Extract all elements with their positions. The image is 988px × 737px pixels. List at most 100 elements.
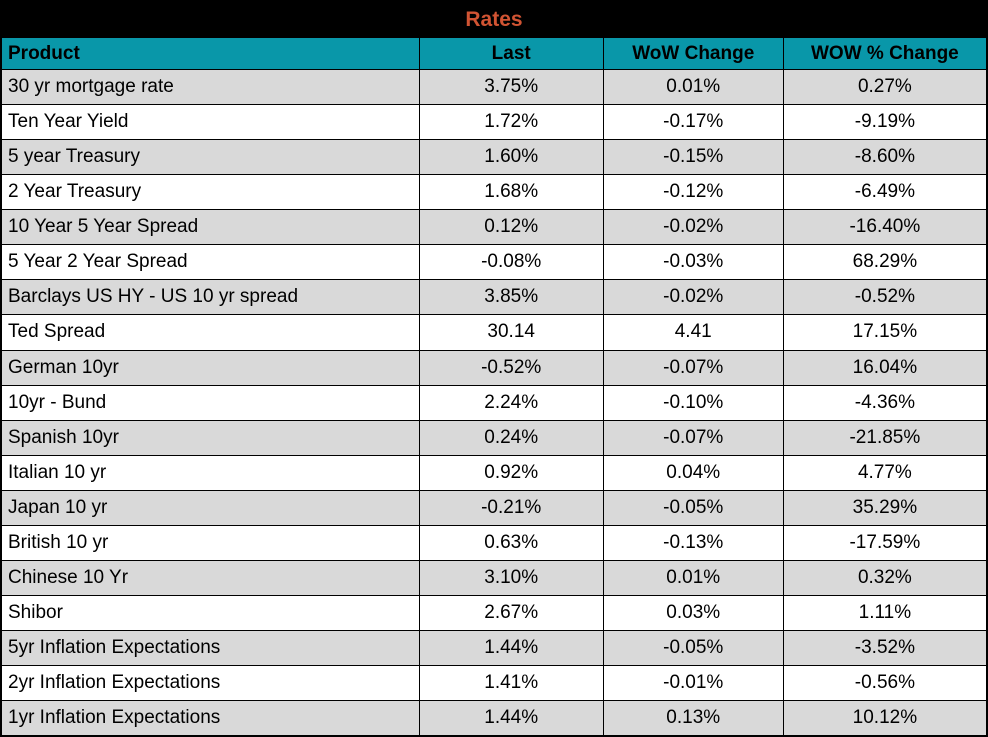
cell-wow-pct-change: -21.85%	[782, 419, 986, 456]
table-row: Barclays US HY - US 10 yr spread 3.85% -0.…	[2, 279, 986, 316]
cell-wow-change: -0.01%	[602, 665, 784, 702]
cell-last: 30.14	[418, 314, 604, 351]
cell-last: 1.72%	[418, 104, 604, 141]
cell-wow-change: -0.02%	[602, 209, 784, 246]
cell-last: 2.67%	[418, 594, 604, 632]
cell-wow-change: -0.10%	[602, 384, 784, 421]
cell-wow-pct-change: -0.52%	[782, 279, 986, 316]
cell-wow-change: -0.05%	[602, 489, 784, 526]
cell-last: 3.85%	[418, 279, 604, 316]
cell-wow-pct-change: -16.40%	[782, 209, 986, 246]
cell-wow-change: 0.03%	[602, 594, 784, 632]
cell-product: Spanish 10yr	[2, 419, 420, 456]
cell-last: 0.63%	[418, 524, 604, 561]
table-row: 2 Year Treasury 1.68% -0.12% -6.49%	[2, 174, 986, 211]
cell-wow-change: -0.02%	[602, 279, 784, 316]
cell-wow-pct-change: 17.15%	[782, 314, 986, 351]
table-title-bar: Rates	[2, 2, 986, 38]
cell-last: 1.60%	[418, 139, 604, 176]
table-row: Spanish 10yr 0.24% -0.07% -21.85%	[2, 419, 986, 456]
cell-wow-pct-change: 0.27%	[782, 68, 986, 106]
cell-product: Chinese 10 Yr	[2, 559, 420, 596]
cell-wow-change: 0.01%	[602, 68, 784, 106]
cell-wow-change: -0.07%	[602, 419, 784, 456]
rates-data-table: Product Last WoW Change WOW % Change 30 …	[2, 38, 986, 735]
cell-last: 1.44%	[418, 700, 604, 735]
cell-product: Ted Spread	[2, 314, 420, 351]
table-row: 5 year Treasury 1.60% -0.15% -8.60%	[2, 139, 986, 176]
table-row: Chinese 10 Yr 3.10% 0.01% 0.32%	[2, 559, 986, 596]
table-row: 30 yr mortgage rate 3.75% 0.01% 0.27%	[2, 68, 986, 106]
table-row: German 10yr -0.52% -0.07% 16.04%	[2, 349, 986, 386]
table-row: Shibor 2.67% 0.03% 1.11%	[2, 594, 986, 632]
cell-last: 0.24%	[418, 419, 604, 456]
cell-product: 2yr Inflation Expectations	[2, 665, 420, 702]
cell-wow-pct-change: 4.77%	[782, 454, 986, 491]
cell-wow-change: -0.05%	[602, 629, 784, 667]
table-row: Ten Year Yield 1.72% -0.17% -9.19%	[2, 104, 986, 141]
cell-wow-pct-change: 35.29%	[782, 489, 986, 526]
cell-product: 10 Year 5 Year Spread	[2, 209, 420, 246]
cell-product: 2 Year Treasury	[2, 174, 420, 211]
cell-last: 1.41%	[418, 665, 604, 702]
cell-wow-change: 0.01%	[602, 559, 784, 596]
cell-wow-pct-change: 10.12%	[782, 700, 986, 735]
cell-product: Ten Year Yield	[2, 104, 420, 141]
cell-wow-pct-change: 1.11%	[782, 594, 986, 632]
table-row: Italian 10 yr 0.92% 0.04% 4.77%	[2, 454, 986, 491]
cell-product: Barclays US HY - US 10 yr spread	[2, 279, 420, 316]
cell-wow-pct-change: -4.36%	[782, 384, 986, 421]
table-header: Product Last WoW Change WOW % Change	[2, 38, 986, 70]
cell-wow-pct-change: -8.60%	[782, 139, 986, 176]
cell-wow-change: 0.13%	[602, 700, 784, 735]
cell-product: Japan 10 yr	[2, 489, 420, 526]
cell-wow-pct-change: -17.59%	[782, 524, 986, 561]
table-row: Japan 10 yr -0.21% -0.05% 35.29%	[2, 489, 986, 526]
cell-wow-change: -0.07%	[602, 349, 784, 386]
cell-last: -0.52%	[418, 349, 604, 386]
cell-product: 5yr Inflation Expectations	[2, 629, 420, 667]
cell-wow-change: -0.15%	[602, 139, 784, 176]
cell-wow-pct-change: 16.04%	[782, 349, 986, 386]
cell-last: 3.75%	[418, 68, 604, 106]
cell-wow-change: -0.17%	[602, 104, 784, 141]
table-row: 5yr Inflation Expectations 1.44% -0.05% -3.…	[2, 629, 986, 667]
cell-wow-change: -0.03%	[602, 244, 784, 281]
cell-last: 1.68%	[418, 174, 604, 211]
cell-product: German 10yr	[2, 349, 420, 386]
cell-product: 5 Year 2 Year Spread	[2, 244, 420, 281]
cell-wow-pct-change: -0.56%	[782, 665, 986, 702]
table-row: 10yr - Bund 2.24% -0.10% -4.36%	[2, 384, 986, 421]
cell-product: 10yr - Bund	[2, 384, 420, 421]
table-title: Rates	[465, 8, 523, 31]
table-row: 1yr Inflation Expectations 1.44% 0.13% 10.1…	[2, 700, 986, 735]
cell-last: 0.92%	[418, 454, 604, 491]
table-row: Ted Spread 30.14 4.41 17.15%	[2, 314, 986, 351]
cell-wow-pct-change: -9.19%	[782, 104, 986, 141]
cell-last: 2.24%	[418, 384, 604, 421]
cell-product: 5 year Treasury	[2, 139, 420, 176]
column-header-wow-change: WoW Change	[602, 38, 784, 70]
cell-last: 3.10%	[418, 559, 604, 596]
cell-product: Italian 10 yr	[2, 454, 420, 491]
table-row: 10 Year 5 Year Spread 0.12% -0.02% -16.40%	[2, 209, 986, 246]
column-header-wow-pct-change: WOW % Change	[782, 38, 986, 70]
cell-wow-pct-change: 0.32%	[782, 559, 986, 596]
cell-product: British 10 yr	[2, 524, 420, 561]
cell-product: 30 yr mortgage rate	[2, 68, 420, 106]
cell-last: 0.12%	[418, 209, 604, 246]
cell-product: Shibor	[2, 594, 420, 632]
header-row: Product Last WoW Change WOW % Change	[2, 38, 986, 70]
cell-wow-pct-change: -6.49%	[782, 174, 986, 211]
cell-last: 1.44%	[418, 629, 604, 667]
cell-wow-change: 0.04%	[602, 454, 784, 491]
cell-wow-change: 4.41	[602, 314, 784, 351]
column-header-product: Product	[2, 38, 420, 70]
cell-wow-change: -0.12%	[602, 174, 784, 211]
cell-wow-pct-change: 68.29%	[782, 244, 986, 281]
column-header-last: Last	[418, 38, 604, 70]
cell-product: 1yr Inflation Expectations	[2, 700, 420, 735]
cell-last: -0.08%	[418, 244, 604, 281]
table-row: British 10 yr 0.63% -0.13% -17.59%	[2, 524, 986, 561]
